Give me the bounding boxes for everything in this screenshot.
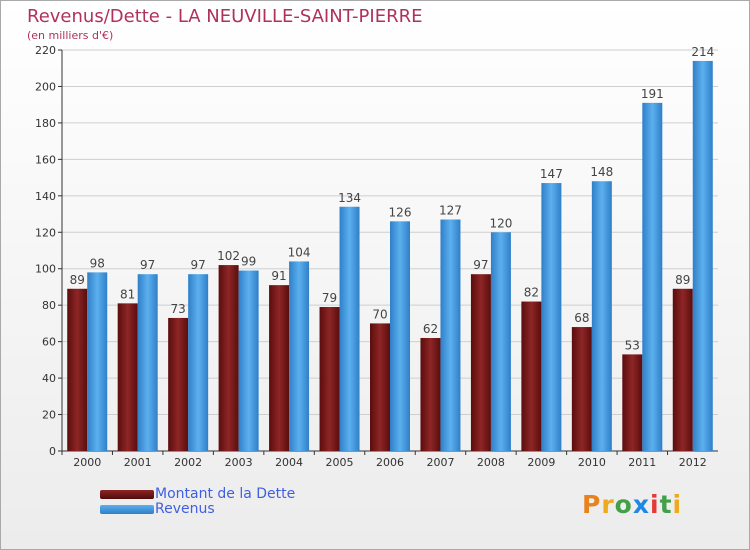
bar-revenus bbox=[137, 274, 158, 451]
legend-label-revenus: Revenus bbox=[155, 501, 215, 517]
value-label-revenus: 127 bbox=[439, 204, 462, 218]
value-label-revenus: 148 bbox=[590, 165, 613, 179]
value-label-revenus: 126 bbox=[389, 205, 412, 219]
x-tick-label: 2011 bbox=[628, 456, 656, 469]
logo-letter: t bbox=[659, 490, 673, 519]
bars bbox=[67, 60, 713, 452]
value-label-debt: 53 bbox=[625, 338, 640, 352]
value-label-debt: 82 bbox=[524, 286, 539, 300]
bar-debt bbox=[370, 323, 390, 451]
y-tick-label: 220 bbox=[35, 44, 56, 57]
y-tick-label: 0 bbox=[49, 445, 56, 458]
bar-debt bbox=[571, 327, 592, 451]
bar-debt bbox=[622, 354, 643, 451]
legend-label-debt: Montant de la Dette bbox=[155, 486, 296, 502]
value-label-debt: 81 bbox=[120, 287, 135, 301]
bar-revenus bbox=[87, 272, 108, 451]
value-label-revenus: 214 bbox=[691, 45, 714, 59]
value-label-debt: 89 bbox=[675, 273, 690, 287]
x-tick-label: 2002 bbox=[174, 456, 202, 469]
proxiti-logo: Proxiti bbox=[582, 490, 682, 519]
bar-revenus bbox=[390, 221, 410, 451]
value-label-debt: 89 bbox=[70, 273, 85, 287]
value-label-revenus: 191 bbox=[641, 87, 664, 101]
y-tick-label: 80 bbox=[42, 299, 56, 312]
bar-revenus bbox=[591, 181, 612, 451]
y-tick-label: 20 bbox=[42, 409, 56, 422]
value-label-debt: 62 bbox=[423, 322, 438, 336]
value-label-debt: 91 bbox=[271, 269, 286, 283]
x-tick-label: 2012 bbox=[679, 456, 707, 469]
chart-subtitle: (en milliers d'€) bbox=[27, 29, 114, 42]
x-tick-label: 2005 bbox=[326, 456, 354, 469]
bar-debt bbox=[672, 288, 693, 451]
bar-debt bbox=[420, 337, 441, 451]
y-tick-label: 60 bbox=[42, 336, 56, 349]
logo-letter: P bbox=[582, 490, 602, 519]
value-label-revenus: 97 bbox=[140, 258, 155, 272]
chart-title: Revenus/Dette - LA NEUVILLE-SAINT-PIERRE bbox=[27, 6, 423, 27]
value-label-revenus: 147 bbox=[540, 167, 563, 181]
logo-letter: x bbox=[632, 490, 650, 519]
bar-debt bbox=[218, 265, 239, 451]
y-tick-label: 40 bbox=[42, 372, 56, 385]
legend-swatch-debt bbox=[100, 490, 154, 499]
bar-revenus bbox=[642, 102, 663, 451]
x-tick-label: 2008 bbox=[477, 456, 505, 469]
legend-swatch-revenus bbox=[100, 505, 154, 514]
logo-letter: o bbox=[614, 490, 633, 519]
value-label-debt: 68 bbox=[574, 311, 589, 325]
bar-debt bbox=[470, 274, 491, 451]
bar-debt bbox=[319, 307, 340, 451]
value-label-debt: 102 bbox=[217, 249, 240, 263]
y-tick-label: 180 bbox=[35, 117, 56, 130]
value-label-revenus: 98 bbox=[90, 256, 105, 270]
x-tick-label: 2004 bbox=[275, 456, 303, 469]
bar-revenus bbox=[289, 261, 310, 451]
logo-letter: i bbox=[672, 490, 683, 519]
value-label-revenus: 134 bbox=[338, 191, 361, 205]
bar-debt bbox=[67, 288, 88, 451]
bar-revenus bbox=[440, 219, 461, 451]
x-tick-label: 2003 bbox=[225, 456, 253, 469]
x-tick-label: 2010 bbox=[578, 456, 606, 469]
value-label-debt: 73 bbox=[171, 302, 186, 316]
value-label-revenus: 97 bbox=[191, 258, 206, 272]
y-tick-label: 160 bbox=[35, 153, 56, 166]
bar-revenus bbox=[692, 60, 713, 451]
x-tick-label: 2009 bbox=[527, 456, 555, 469]
x-tick-label: 2007 bbox=[426, 456, 454, 469]
bar-revenus bbox=[339, 206, 360, 451]
logo-letter: r bbox=[601, 490, 615, 519]
x-tick-label: 2000 bbox=[73, 456, 101, 469]
bar-debt bbox=[117, 303, 138, 451]
x-tick-label: 2006 bbox=[376, 456, 404, 469]
bar-revenus bbox=[541, 183, 562, 452]
bar-revenus bbox=[188, 274, 209, 451]
y-tick-label: 100 bbox=[35, 263, 56, 276]
bar-revenus bbox=[490, 232, 511, 451]
value-label-debt: 79 bbox=[322, 291, 337, 305]
bar-debt bbox=[269, 285, 290, 451]
bar-debt bbox=[168, 317, 189, 451]
value-label-revenus: 99 bbox=[241, 255, 256, 269]
value-label-revenus: 104 bbox=[288, 245, 311, 259]
y-tick-label: 140 bbox=[35, 190, 56, 203]
value-label-revenus: 120 bbox=[489, 216, 512, 230]
logo-letter: i bbox=[650, 490, 660, 519]
bar-revenus bbox=[238, 270, 259, 451]
value-label-debt: 97 bbox=[473, 258, 488, 272]
x-tick-label: 2001 bbox=[124, 456, 152, 469]
value-label-debt: 70 bbox=[372, 307, 387, 321]
y-tick-label: 120 bbox=[35, 226, 56, 239]
y-tick-label: 200 bbox=[35, 80, 56, 93]
bar-debt bbox=[521, 301, 542, 451]
